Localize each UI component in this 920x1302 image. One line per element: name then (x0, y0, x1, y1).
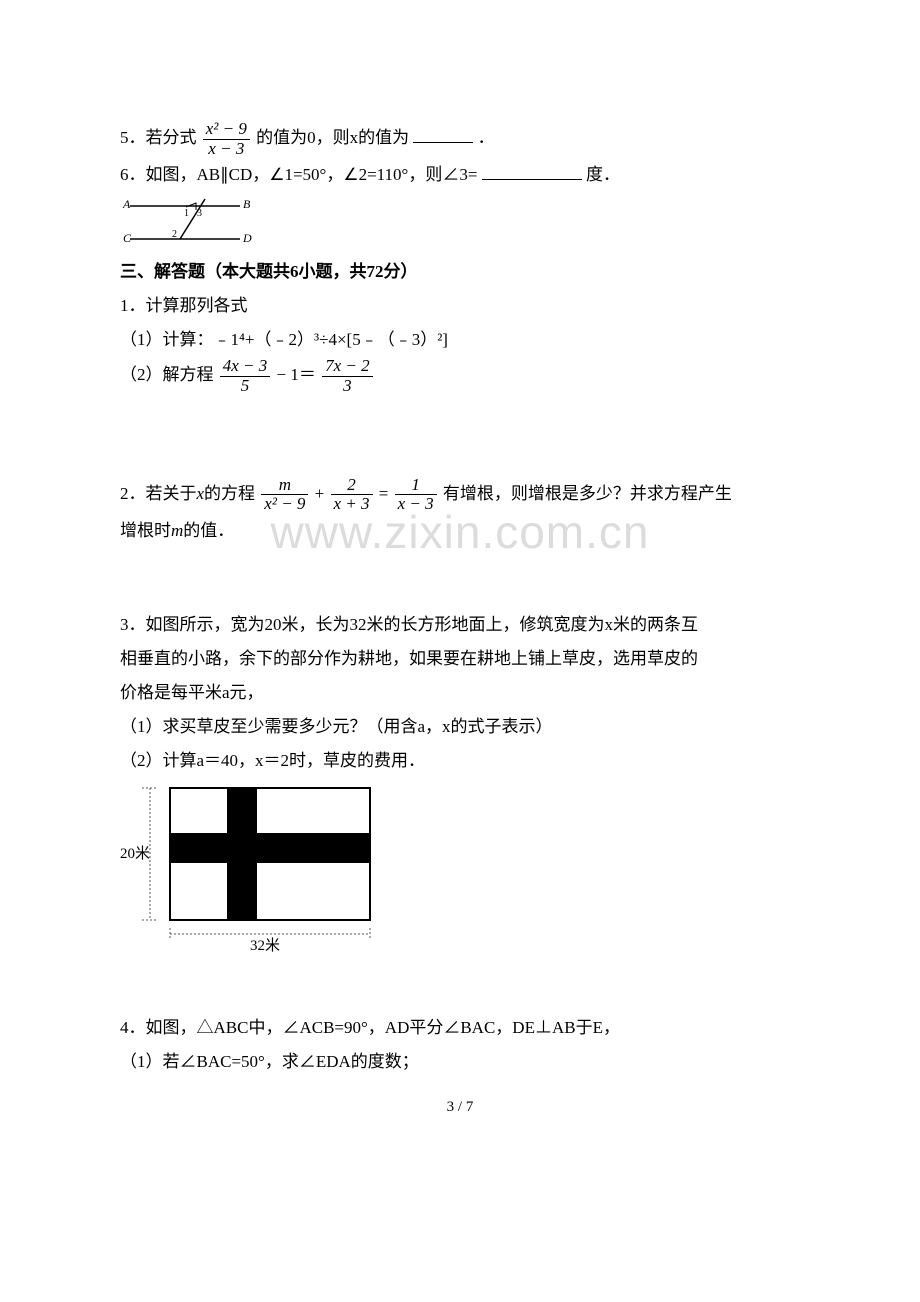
fig-q6-2: 2 (172, 229, 177, 240)
p2-line2a: 增根时 (120, 521, 171, 540)
p2-mid1: 的方程 (204, 484, 255, 503)
p4-l1: 4．如图，△ABC中，∠ACB=90°，AD平分∠BAC，DE⊥AB于E， (120, 1011, 800, 1045)
page-footer: 3 / 7 (120, 1099, 800, 1116)
p2-f2d: x + 3 (331, 495, 373, 514)
fig-q6-B: B (243, 197, 251, 211)
p4-l2: （1）若∠BAC=50°，求∠EDA的度数； (120, 1045, 800, 1079)
fig-p3-h: 20米 (120, 845, 150, 862)
p2-pre: 2．若关于 (120, 484, 197, 503)
q5-frac-den: x − 3 (203, 140, 250, 159)
p3-s1: （1）求买草皮至少需要多少元？（用含a，x的式子表示） (120, 710, 800, 744)
question-5: 5．若分式 x² − 9 x − 3 的值为0，则x的值为 ． (120, 120, 800, 158)
q5-pre: 5．若分式 (120, 128, 197, 147)
p1-sub2: （2）解方程 4x − 3 5 − 1＝ 7x − 2 3 (120, 357, 800, 395)
p1-frac2-num: 7x − 2 (322, 357, 373, 377)
p2-frac2: 2 x + 3 (331, 476, 373, 514)
p3-l2: 相垂直的小路，余下的部分作为耕地，如果要在耕地上铺上草皮，选用草皮的 (120, 642, 800, 676)
p2-line1: 2．若关于x的方程 m x² − 9 + 2 x + 3 = 1 x − 3 有… (120, 476, 800, 514)
fig-q6-C: C (123, 231, 132, 245)
p2-f3d: x − 3 (395, 495, 437, 514)
p2-f2n: 2 (331, 476, 373, 496)
p1-sub1: （1）计算：﹣1⁴+（﹣2）³÷4×[5﹣（﹣3）²] (120, 323, 800, 357)
fig-p3-w: 32米 (250, 937, 280, 954)
q6-end: 度． (586, 165, 620, 184)
p1-title: 1．计算那列各式 (120, 289, 800, 323)
p2-f3n: 1 (395, 476, 437, 496)
p2-line2: 增根时m的值． (120, 514, 800, 548)
figure-q6: A B C D 1 3 2 (120, 194, 800, 249)
p2-x: x (197, 484, 205, 503)
p3-l1: 3．如图所示，宽为20米，长为32米的长方形地面上，修筑宽度为x米的两条互 (120, 608, 800, 642)
fig-q6-3: 3 (197, 208, 202, 219)
p1-sub2-mid: − 1＝ (277, 365, 316, 384)
q5-frac-num: x² − 9 (203, 120, 250, 140)
p2-m: m (171, 521, 183, 540)
q5-blank (413, 142, 473, 143)
fig-q6-1: 1 (184, 208, 189, 219)
q5-mid: 的值为0，则x的值为 (256, 128, 409, 147)
q6-text: 6．如图，AB∥CD，∠1=50°，∠2=110°，则∠3= (120, 165, 477, 184)
q5-end: ． (478, 128, 495, 147)
q6-blank (482, 179, 582, 180)
p1-sub2-pre: （2）解方程 (120, 365, 214, 384)
p2-frac3: 1 x − 3 (395, 476, 437, 514)
p3-l3: 价格是每平米a元， (120, 676, 800, 710)
p2-mid2: 有增根，则增根是多少？并求方程产生 (443, 484, 732, 503)
section-3-header: 三、解答题（本大题共6小题，共72分） (120, 255, 800, 289)
question-6: 6．如图，AB∥CD，∠1=50°，∠2=110°，则∠3= 度． (120, 158, 800, 192)
fig-q6-A: A (122, 197, 131, 211)
p2-frac1: m x² − 9 (261, 476, 308, 514)
p1-frac2: 7x − 2 3 (322, 357, 373, 395)
p1-frac2-den: 3 (322, 377, 373, 396)
p2-f1n: m (261, 476, 308, 496)
fig-q6-D: D (242, 231, 252, 245)
p1-frac1-num: 4x − 3 (220, 357, 271, 377)
p2-plus1: + (315, 484, 329, 503)
p1-frac1: 4x − 3 5 (220, 357, 271, 395)
p3-s2: （2）计算a＝40，x＝2时，草皮的费用． (120, 744, 800, 778)
figure-p3: 20米 32米 (120, 780, 800, 955)
p2-eq: = (379, 484, 393, 503)
p2-line2b: 的值． (183, 521, 234, 540)
q5-frac: x² − 9 x − 3 (203, 120, 250, 158)
p1-frac1-den: 5 (220, 377, 271, 396)
p2-f1d: x² − 9 (261, 495, 308, 514)
